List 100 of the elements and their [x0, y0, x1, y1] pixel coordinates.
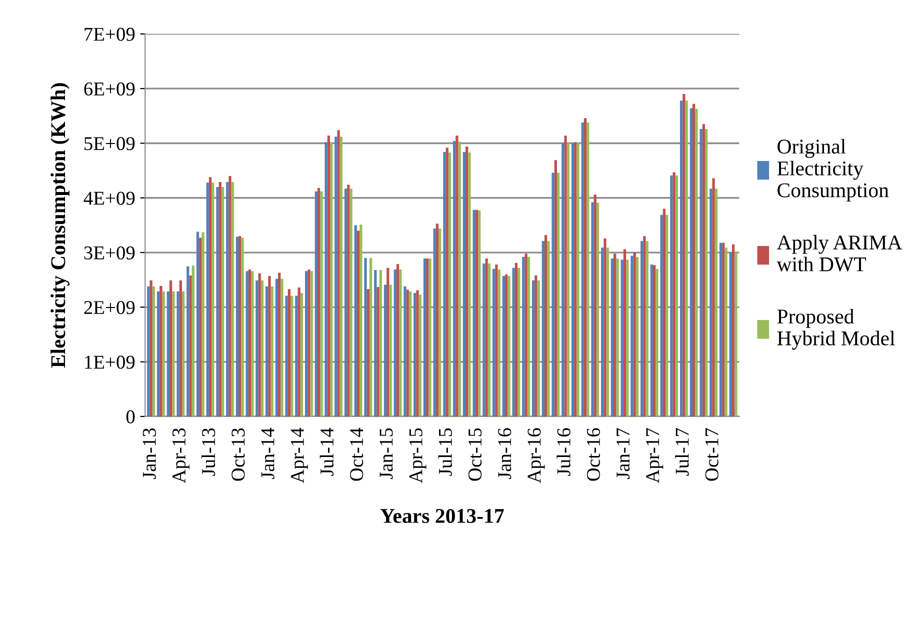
bar	[156, 291, 160, 416]
bar	[532, 280, 535, 416]
bar	[594, 194, 596, 416]
bar	[340, 136, 342, 416]
bar	[562, 143, 564, 416]
bar	[266, 286, 268, 416]
bar	[226, 182, 229, 416]
bar	[630, 256, 634, 416]
bar	[360, 224, 362, 416]
bar	[554, 160, 557, 416]
bar	[369, 258, 372, 416]
bar	[574, 142, 577, 416]
bar	[604, 238, 606, 416]
bar	[492, 268, 496, 416]
bar	[206, 182, 209, 416]
bar	[364, 258, 367, 416]
bar	[517, 268, 520, 416]
bar	[202, 232, 204, 416]
bar	[408, 291, 412, 416]
bar	[614, 254, 616, 416]
bar	[685, 100, 688, 416]
bar	[221, 186, 224, 416]
x-tick-label: Oct-17	[705, 428, 718, 481]
bar	[576, 143, 580, 416]
bar	[462, 152, 466, 416]
bar	[426, 258, 429, 416]
x-tick-label: Jan-16	[498, 428, 512, 480]
bar	[327, 136, 330, 416]
bar	[376, 286, 380, 416]
bar	[147, 286, 150, 416]
bar	[633, 252, 636, 416]
bar	[485, 258, 488, 416]
bar	[446, 148, 448, 416]
bar	[734, 252, 738, 416]
bar	[656, 268, 658, 416]
bar	[692, 104, 696, 416]
legend-label: Apply ARIMA with DWT	[776, 234, 902, 272]
bar	[310, 271, 313, 416]
bar	[278, 272, 281, 416]
bar	[416, 290, 419, 416]
bar	[636, 256, 639, 416]
bar	[347, 184, 350, 416]
bar	[646, 241, 648, 416]
x-tick-label: Apr-16	[528, 428, 545, 484]
bar	[680, 100, 683, 416]
bar	[556, 172, 560, 416]
y-tick-label: 3E+09	[84, 246, 135, 260]
bar	[238, 236, 242, 416]
bar	[212, 182, 214, 416]
bar	[453, 141, 456, 416]
y-tick-label: 6E+09	[84, 82, 135, 96]
x-tick-label: Jan-17	[616, 428, 630, 480]
bar	[404, 286, 406, 416]
bar	[334, 136, 338, 416]
bar	[712, 178, 715, 416]
bar	[320, 191, 323, 416]
bar	[192, 266, 194, 416]
bar	[695, 108, 698, 416]
bar	[300, 292, 304, 416]
x-tick-label: Jul-17	[675, 428, 689, 476]
bar	[566, 143, 570, 416]
bar	[350, 188, 352, 416]
x-tick-label: Apr-15	[409, 428, 426, 484]
bar	[433, 228, 436, 416]
y-tick-label: 0	[126, 410, 135, 424]
bar	[456, 136, 458, 416]
bar	[172, 291, 175, 416]
x-tick-label: Apr-14	[290, 428, 308, 484]
bar	[448, 152, 452, 416]
bar	[241, 238, 244, 416]
bar	[384, 284, 387, 416]
bar	[478, 210, 481, 416]
bar	[308, 269, 310, 416]
bar	[356, 230, 360, 416]
bar	[488, 263, 491, 416]
bar	[596, 202, 600, 416]
bar	[344, 188, 348, 416]
bar	[472, 210, 476, 416]
bar	[666, 214, 668, 416]
bar	[379, 270, 382, 416]
bar	[670, 175, 673, 416]
bar	[231, 182, 234, 416]
legend-label: Proposed Hybrid Model	[777, 308, 895, 350]
bar	[428, 258, 432, 416]
bar	[166, 291, 170, 416]
bar	[542, 241, 544, 416]
bar	[251, 271, 254, 416]
bar	[640, 241, 644, 416]
bar	[722, 242, 725, 416]
bar	[502, 276, 505, 416]
bar	[270, 286, 274, 416]
bar	[564, 136, 567, 416]
bar	[504, 274, 508, 416]
bar	[438, 228, 442, 416]
bar	[199, 238, 202, 416]
x-tick-label: Apr-17	[646, 428, 664, 484]
bar	[616, 258, 619, 416]
bar	[623, 249, 626, 416]
bar	[304, 271, 308, 416]
bar	[702, 124, 705, 416]
